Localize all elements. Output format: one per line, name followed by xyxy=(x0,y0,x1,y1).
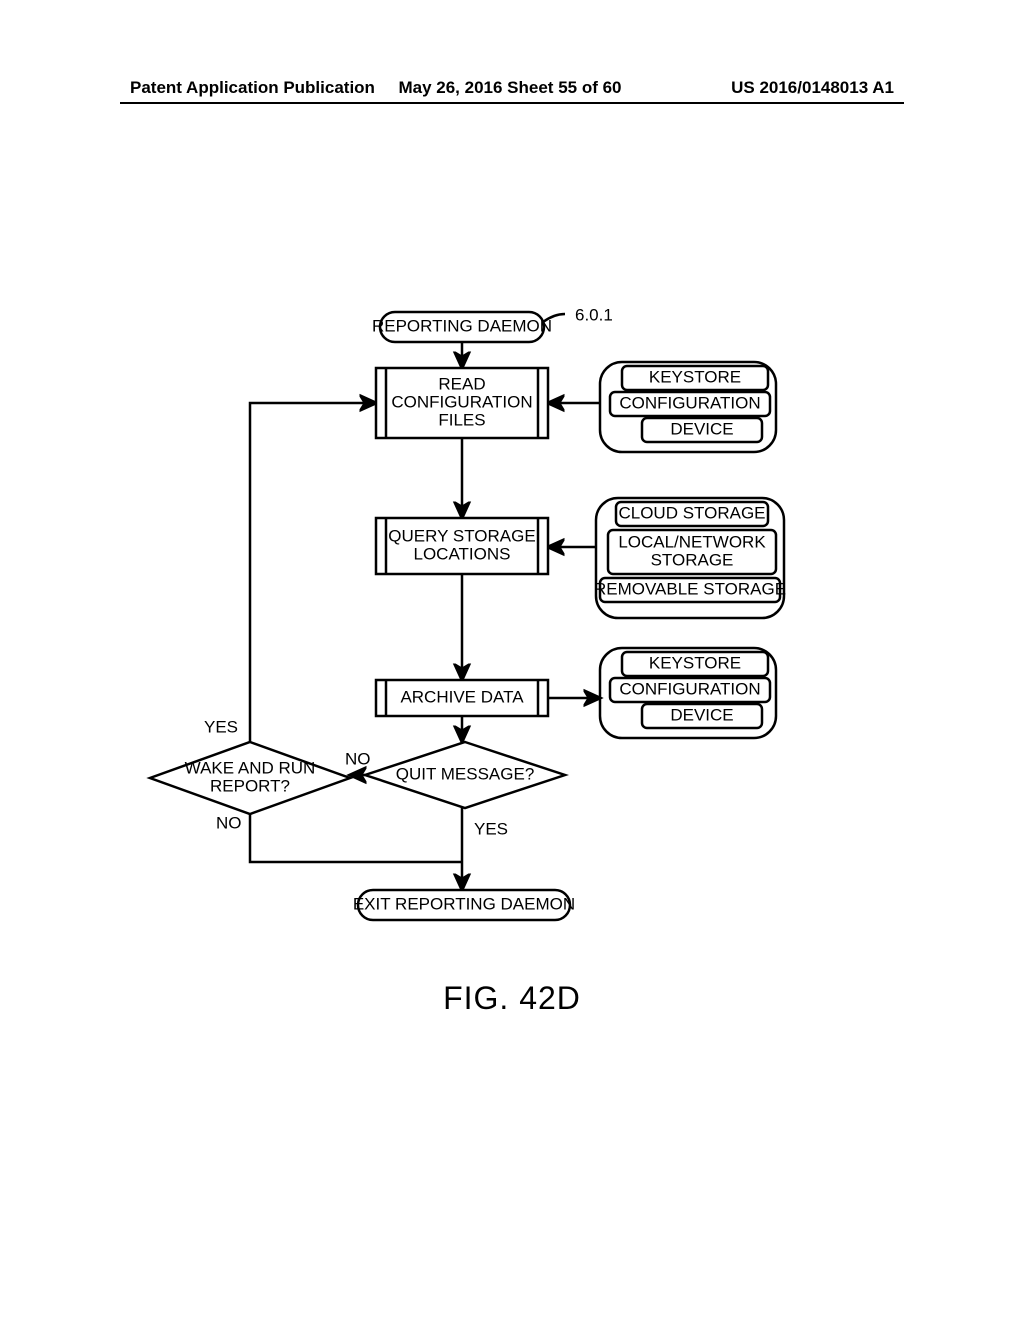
node-label: ARCHIVE DATA xyxy=(400,687,524,706)
node-label: EXIT REPORTING DAEMON xyxy=(353,894,575,913)
flow-edge xyxy=(250,403,376,742)
node-label: READ xyxy=(438,374,485,393)
node-label: QUIT MESSAGE? xyxy=(396,764,535,783)
data-tag-label: STORAGE xyxy=(651,550,734,569)
data-tag-label: DEVICE xyxy=(670,419,733,438)
figure-label: FIG. 42D xyxy=(0,980,1024,1017)
edge-label: NO xyxy=(345,749,371,768)
data-tag-label: CONFIGURATION xyxy=(619,393,760,412)
node-label: QUERY STORAGE xyxy=(388,526,535,545)
flow-edge xyxy=(250,814,462,862)
data-tag-label: KEYSTORE xyxy=(649,367,741,386)
node-label: REPORT? xyxy=(210,776,290,795)
flowchart-diagram: YES NO YES NO KEYSTORE CONFIGURATION DEVICE CLO… xyxy=(0,0,1024,1320)
data-tag-label: CLOUD STORAGE xyxy=(618,503,765,522)
edge-label: YES xyxy=(204,717,238,736)
data-tag-label: CONFIGURATION xyxy=(619,679,760,698)
node-label: FILES xyxy=(438,410,485,429)
reference-numeral: 6.0.1 xyxy=(575,305,613,324)
data-tag-label: LOCAL/NETWORK xyxy=(618,532,766,551)
node-label: CONFIGURATION xyxy=(391,392,532,411)
node-label: REPORTING DAEMON xyxy=(372,316,552,335)
node-label: LOCATIONS xyxy=(414,544,511,563)
data-tag-label: DEVICE xyxy=(670,705,733,724)
edge-label: YES xyxy=(474,819,508,838)
data-tag-label: REMOVABLE STORAGE xyxy=(594,579,786,598)
page: Patent Application Publication May 26, 2… xyxy=(0,0,1024,1320)
edge-label: NO xyxy=(216,813,242,832)
data-tag-label: KEYSTORE xyxy=(649,653,741,672)
node-label: WAKE AND RUN xyxy=(185,758,316,777)
